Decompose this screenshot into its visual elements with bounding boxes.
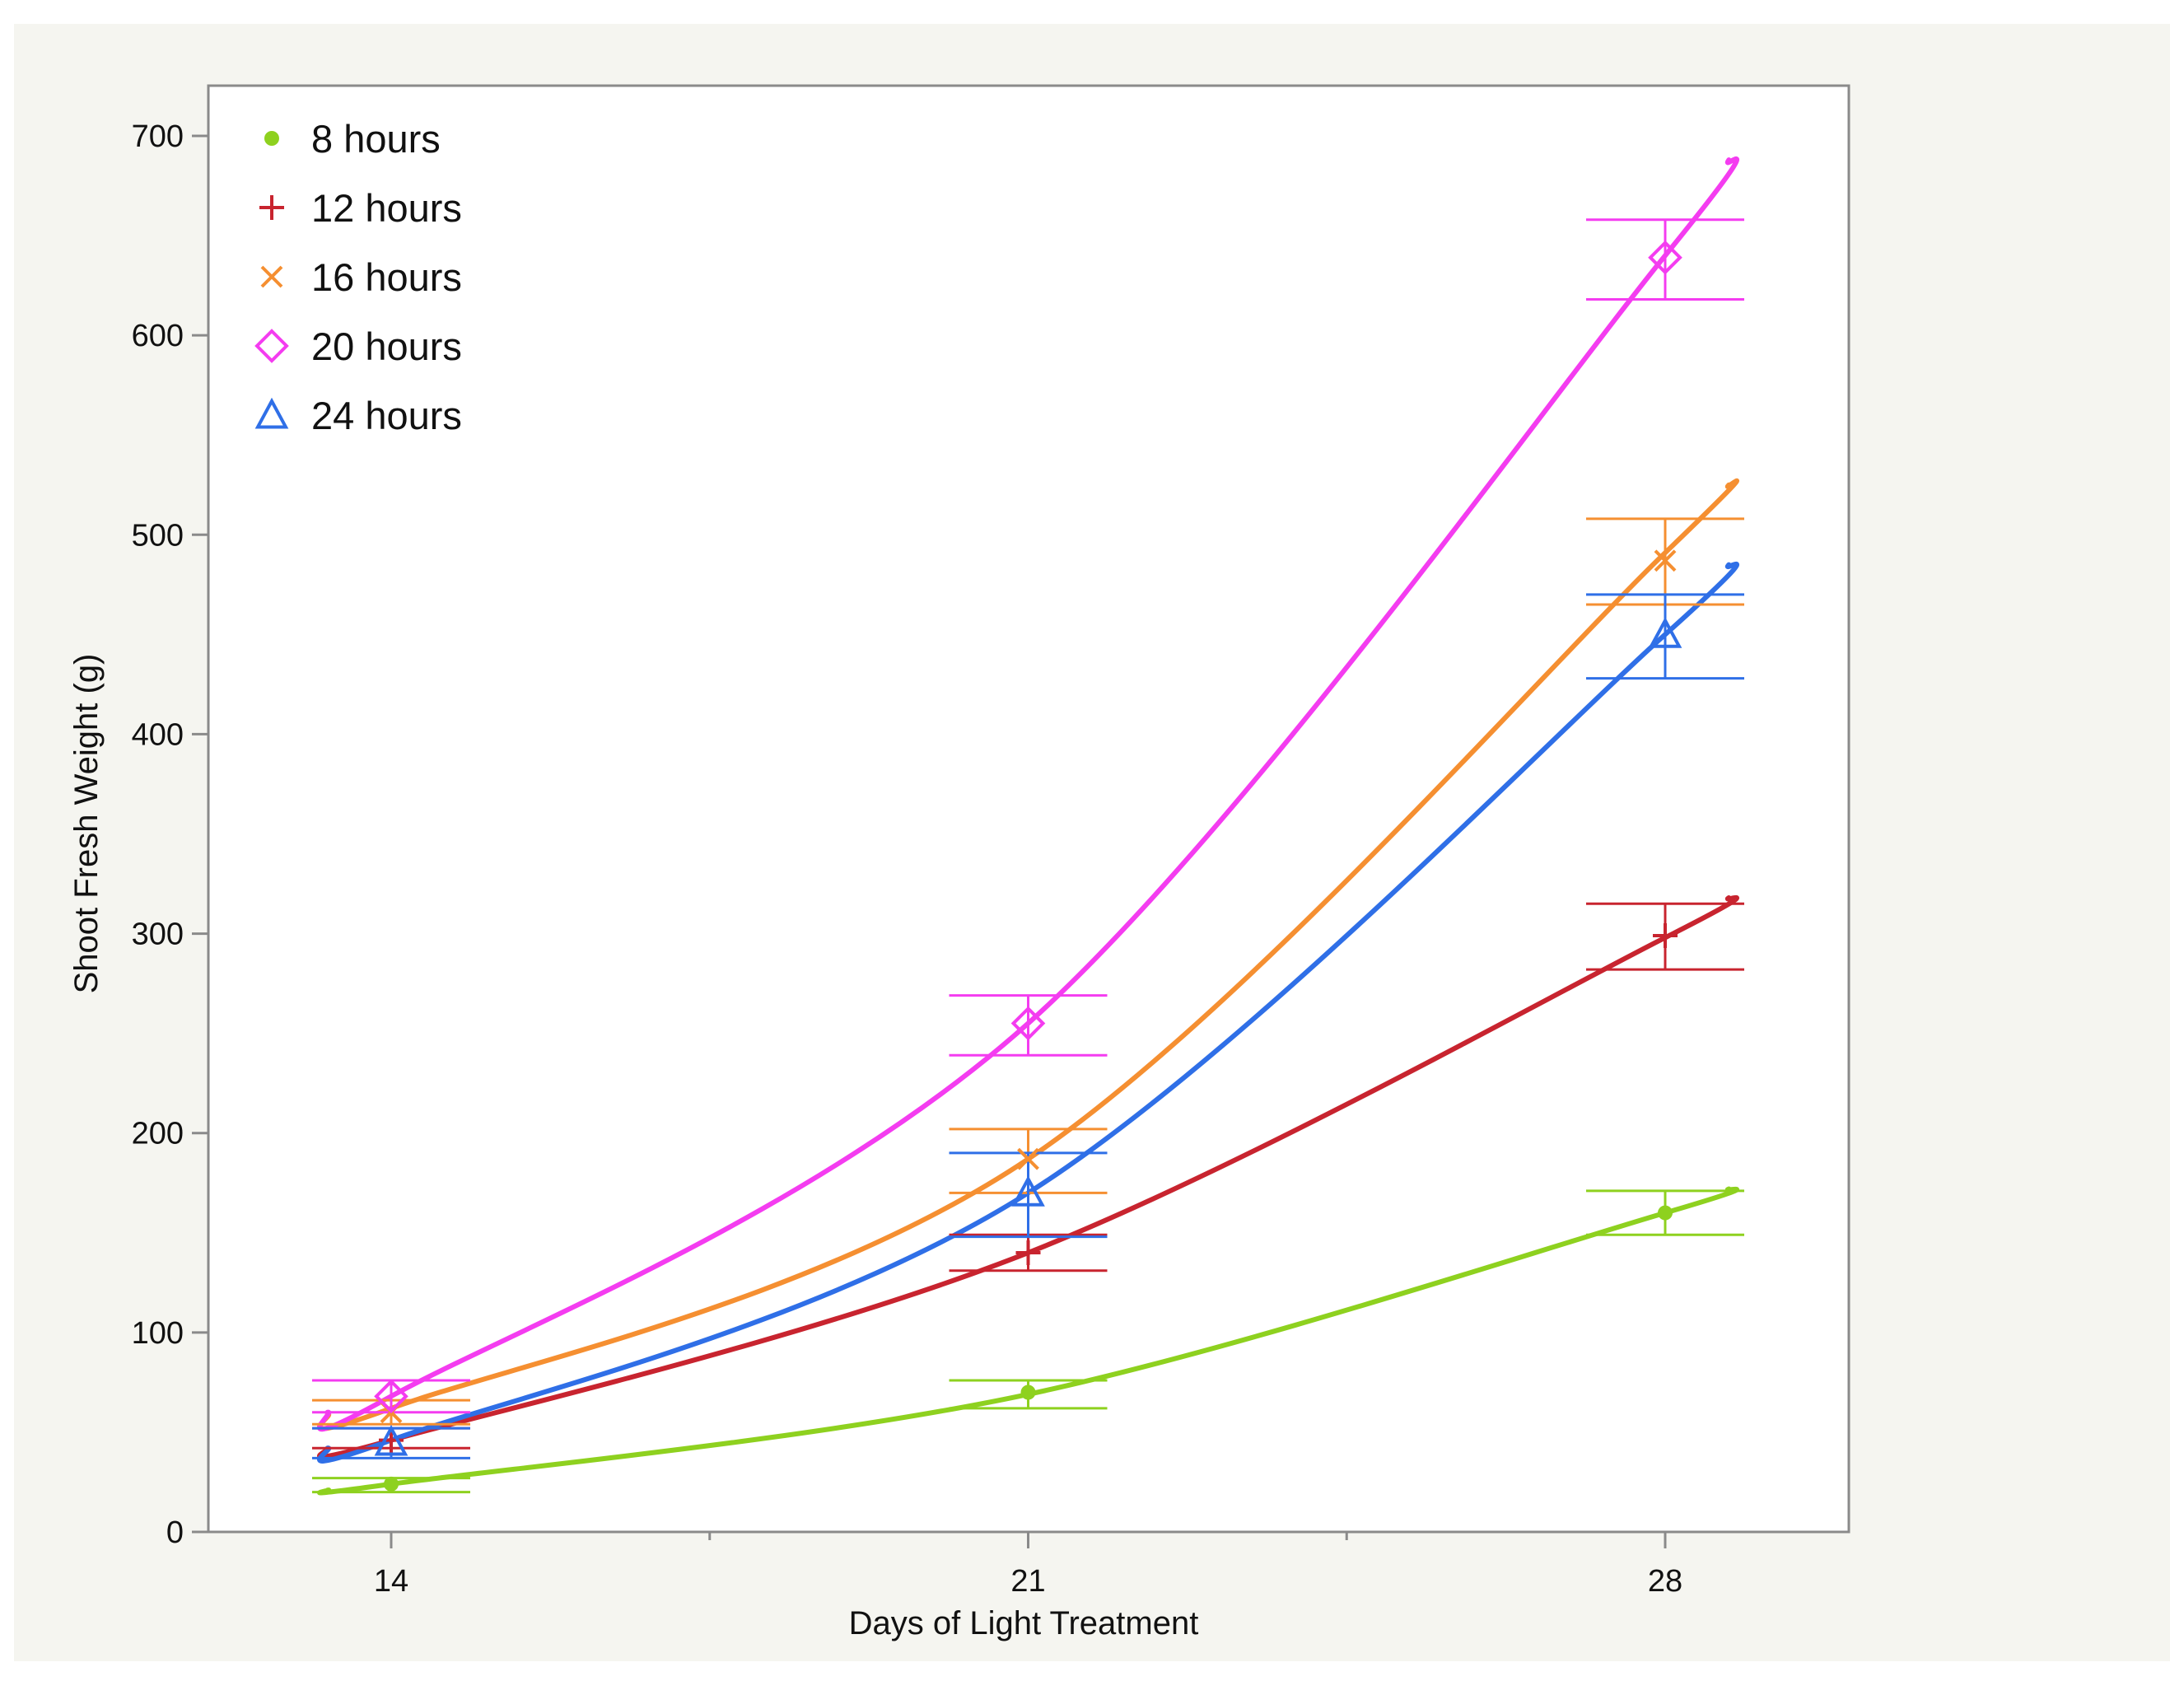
- legend-marker-24-hours: [254, 397, 289, 429]
- data-point-8-hours: [1020, 1384, 1036, 1400]
- y-axis-title: Shoot Fresh Weight (g): [68, 654, 105, 994]
- legend-label-16-hours: 16 hours: [311, 255, 462, 299]
- y-tick-label: 200: [132, 1117, 184, 1151]
- y-tick-label: 300: [132, 918, 184, 952]
- legend-marker-8-hours: [264, 131, 279, 146]
- data-point-8-hours: [384, 1476, 399, 1492]
- x-axis: 14 21 28: [374, 1532, 1682, 1599]
- y-tick-label: 500: [132, 518, 184, 553]
- legend-marker-20-hours: [254, 329, 289, 363]
- legend-marker-12-hours: [259, 195, 284, 220]
- data-point-20-hours: [1648, 240, 1682, 275]
- data-point-8-hours: [1658, 1205, 1673, 1221]
- y-tick-label: 100: [132, 1316, 184, 1351]
- x-tick-label: 21: [1010, 1564, 1045, 1599]
- x-tick-label: 14: [374, 1564, 408, 1599]
- legend-label-20-hours: 20 hours: [311, 325, 462, 368]
- legend-label-8-hours: 8 hours: [311, 117, 441, 161]
- x-tick-label: 28: [1648, 1564, 1682, 1599]
- plot-area: [207, 84, 1850, 1534]
- data-point-24-hours: [1011, 1175, 1045, 1207]
- y-axis: 0 100 200 300 400 500 600 700: [132, 119, 208, 1550]
- y-tick-label: 600: [132, 319, 184, 353]
- legend-label-12-hours: 12 hours: [311, 186, 462, 230]
- legend-label-24-hours: 24 hours: [311, 394, 462, 437]
- y-tick-label: 400: [132, 717, 184, 752]
- data-point-20-hours: [374, 1379, 408, 1414]
- y-tick-label: 0: [166, 1515, 184, 1550]
- data-markers: [374, 240, 1682, 1492]
- data-point-20-hours: [1010, 1006, 1046, 1041]
- data-point-16-hours: [1654, 549, 1677, 572]
- x-axis-title: Days of Light Treatment: [849, 1605, 1199, 1641]
- data-point-16-hours: [1017, 1147, 1039, 1170]
- data-point-24-hours: [374, 1424, 408, 1456]
- legend-marker-16-hours: [260, 265, 283, 288]
- data-point-12-hours: [1015, 1240, 1041, 1265]
- y-tick-label: 700: [132, 119, 184, 154]
- data-point-12-hours: [1653, 922, 1678, 948]
- data-point-24-hours: [1648, 617, 1682, 648]
- legend: 8 hours 12 hours 16 hours 20 hours 24 hours: [254, 117, 462, 437]
